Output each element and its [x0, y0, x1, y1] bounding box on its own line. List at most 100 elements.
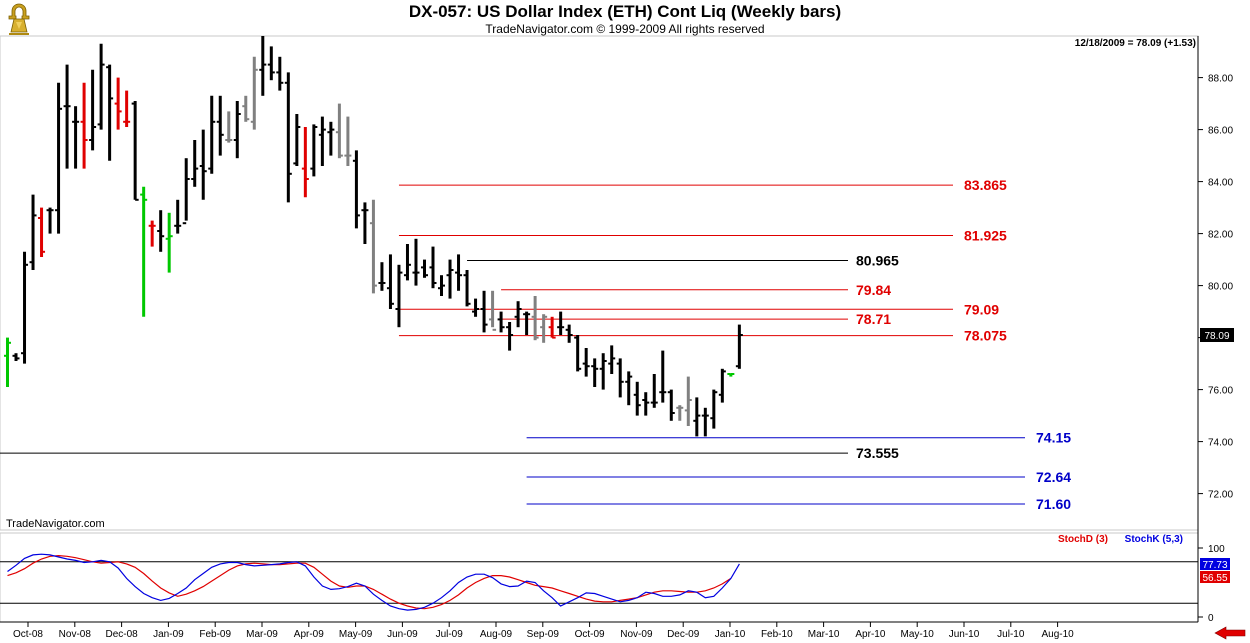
- legend-stochd: StochD (3): [1058, 534, 1108, 545]
- ohlc-bar: [684, 376, 692, 426]
- ohlc-bar: [718, 368, 726, 403]
- last-price-value: 78.09: [1204, 331, 1229, 342]
- ohlc-bar: [106, 64, 114, 161]
- last-price-tag: 78.09: [1200, 328, 1234, 342]
- x-tick-label: Apr-09: [294, 629, 324, 640]
- x-tick-label: Dec-08: [105, 629, 138, 640]
- stochd-line: [7, 554, 732, 610]
- ohlc-bar: [157, 210, 165, 252]
- ohlc-bar: [174, 199, 182, 234]
- ohlc-bar: [318, 116, 326, 166]
- ohlc-bar: [463, 270, 471, 307]
- stochd-last-value: 56.55: [1202, 573, 1227, 584]
- scroll-left-arrow-icon[interactable]: [1212, 626, 1248, 640]
- ohlc-bar: [80, 82, 88, 169]
- ohlc-bar: [89, 69, 97, 151]
- ohlc-bar: [284, 72, 292, 203]
- ohlc-bar: [701, 407, 709, 437]
- stochk-line: [7, 553, 740, 611]
- ohlc-bar: [693, 397, 701, 437]
- x-tick-label: Oct-08: [13, 629, 43, 640]
- chart-header: DX-057: US Dollar Index (ETH) Cont Liq (…: [0, 0, 1250, 36]
- ohlc-bar: [429, 246, 437, 289]
- ohlc-bar: [131, 101, 139, 201]
- y-tick-label: 82.00: [1208, 230, 1233, 241]
- price-levels: 83.865 81.925 80.965 79.84 79.09 78.71 78.075 7…: [0, 177, 1071, 512]
- x-tick-label: Jun-10: [949, 629, 980, 640]
- ohlc-bar: [310, 124, 318, 177]
- x-tick-label: Apr-10: [855, 629, 885, 640]
- ohlc-bar: [216, 95, 224, 156]
- ohlc-bar: [327, 121, 335, 156]
- level-label: 79.84: [856, 282, 891, 298]
- ohlc-bar: [633, 381, 641, 416]
- x-tick-label: Aug-09: [480, 629, 513, 640]
- x-tick-label: Jan-09: [153, 629, 184, 640]
- ohlc-bar: [114, 77, 122, 130]
- ohlc-bar: [531, 296, 539, 341]
- price-panel-frame: [0, 35, 1199, 531]
- ohlc-bar: [727, 373, 735, 377]
- ohlc-bar: [455, 254, 463, 291]
- y-tick-label: 76.00: [1208, 386, 1233, 397]
- ohlc-bar: [497, 311, 505, 333]
- stochastic-y-axis: 100 0: [1198, 544, 1225, 624]
- stochk-last-value: 77.73: [1202, 560, 1227, 571]
- ohlc-bar: [582, 348, 590, 377]
- ohlc-bar: [472, 298, 480, 317]
- ohlc-bar: [4, 337, 11, 387]
- price-y-axis: 88.0086.0084.0082.0080.0078.0076.0074.00…: [1198, 74, 1233, 501]
- last-quote-label: 12/18/2009 = 78.09 (+1.53): [1075, 38, 1196, 49]
- ohlc-bar: [446, 259, 454, 299]
- x-tick-label: Sep-09: [527, 629, 560, 640]
- x-tick-label: Jan-10: [715, 629, 746, 640]
- x-tick-label: Jul-10: [997, 629, 1025, 640]
- y-tick-label: 84.00: [1208, 178, 1233, 189]
- ohlc-bar: [276, 56, 284, 91]
- ohlc-bar: [72, 106, 80, 169]
- ohlc-bar: [489, 290, 497, 331]
- ohlc-bar: [63, 64, 71, 169]
- ohlc-bar: [191, 140, 199, 187]
- y-tick-label: 74.00: [1208, 438, 1233, 449]
- ohlc-bar: [557, 311, 565, 335]
- ohlc-bar: [301, 127, 309, 198]
- ohlc-bar: [574, 335, 582, 372]
- ohlc-bar: [514, 301, 522, 328]
- ohlc-bars: [4, 36, 743, 437]
- stoch-last-tags: 77.73 56.55: [1200, 558, 1230, 584]
- ohlc-bar: [233, 101, 241, 159]
- ohlc-bar: [12, 353, 20, 361]
- ohlc-bar: [386, 254, 394, 309]
- ohlc-bar: [412, 238, 420, 286]
- ohlc-bar: [735, 324, 743, 369]
- chart-title: DX-057: US Dollar Index (ETH) Cont Liq (…: [408, 2, 842, 21]
- ohlc-bar: [642, 392, 650, 416]
- ohlc-bar: [140, 186, 148, 317]
- ohlc-bar: [199, 129, 207, 200]
- ohlc-bar: [480, 290, 488, 333]
- ohlc-bar: [506, 322, 514, 351]
- ohlc-bar: [38, 207, 46, 257]
- ohlc-bar: [267, 46, 275, 81]
- x-tick-label: Mar-10: [808, 629, 840, 640]
- ohlc-bar: [616, 358, 624, 398]
- ohlc-bar: [650, 374, 658, 408]
- ohlc-bar: [676, 405, 684, 421]
- x-tick-label: Dec-09: [667, 629, 700, 640]
- ohlc-bar: [395, 264, 403, 328]
- ohlc-bar: [361, 202, 369, 244]
- ohlc-bar: [565, 324, 573, 343]
- ohlc-bar: [352, 150, 360, 229]
- ohlc-bar: [438, 275, 446, 296]
- ohlc-bar: [259, 36, 267, 96]
- ohlc-bar: [599, 353, 607, 390]
- ohlc-bar: [55, 82, 63, 234]
- ohlc-bar: [667, 389, 675, 421]
- ohlc-bar: [242, 95, 250, 122]
- x-tick-label: Feb-10: [761, 629, 793, 640]
- y-tick-label: 86.00: [1208, 126, 1233, 137]
- level-label: 83.865: [964, 177, 1007, 193]
- ohlc-bar: [46, 207, 54, 234]
